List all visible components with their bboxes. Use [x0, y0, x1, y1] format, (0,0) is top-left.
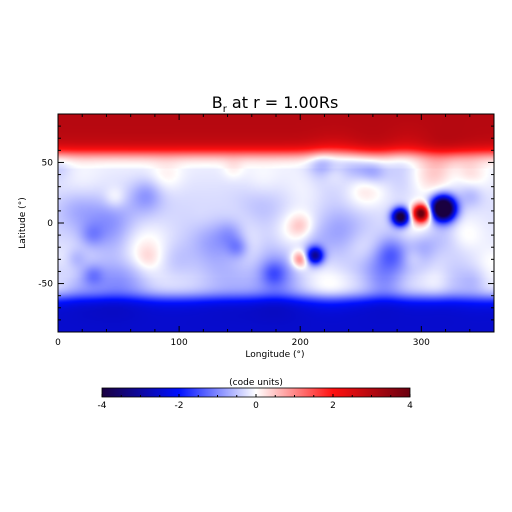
colorbar-tick-label: 2	[330, 401, 336, 411]
colorbar-ticks: -4 -2 0 2 4	[98, 394, 413, 411]
heatmap-image	[58, 114, 494, 332]
colorbar-tick-label: -4	[98, 401, 107, 411]
y-tick-label: 50	[42, 158, 54, 168]
colorbar-label: (code units)	[229, 378, 283, 388]
axis-ticks: 0 100 200 300 -50 0 50	[38, 114, 494, 348]
y-axis-label: Latitude (°)	[18, 197, 28, 248]
x-tick-label: 100	[171, 338, 188, 348]
x-tick-label: 0	[55, 338, 61, 348]
y-tick-label: -50	[38, 280, 53, 290]
colorbar-tick-label: 0	[253, 401, 259, 411]
x-tick-label: 200	[292, 338, 309, 348]
chart-title: Br at r = 1.00Rs	[212, 93, 339, 115]
x-axis-label: Longitude (°)	[245, 350, 304, 360]
x-tick-label: 300	[413, 338, 430, 348]
y-tick-label: 0	[47, 219, 53, 229]
colorbar-tick-label: -2	[175, 401, 184, 411]
colorbar-tick-label: 4	[407, 401, 413, 411]
